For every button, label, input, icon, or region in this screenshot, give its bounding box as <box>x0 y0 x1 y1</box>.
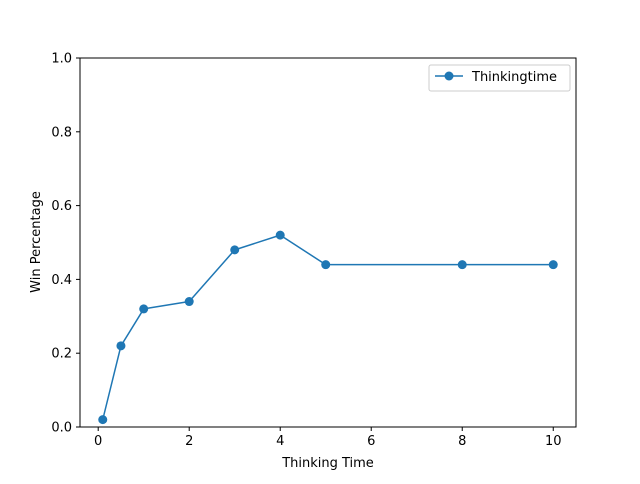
data-point <box>184 297 194 307</box>
y-tick-label: 0.2 <box>51 347 72 362</box>
x-tick-label: 10 <box>545 434 562 449</box>
y-tick-label: 0.0 <box>51 421 72 436</box>
x-tick-label: 0 <box>94 434 102 449</box>
y-tick-label: 0.8 <box>51 125 72 140</box>
x-tick-label: 8 <box>458 434 466 449</box>
data-point <box>457 260 467 270</box>
legend-label: Thinkingtime <box>471 70 557 85</box>
data-point <box>139 304 149 314</box>
data-point <box>98 415 108 425</box>
x-tick-label: 2 <box>185 434 193 449</box>
y-tick-label: 1.0 <box>51 52 72 67</box>
y-axis-label: Win Percentage <box>29 191 44 293</box>
x-axis-label: Thinking Time <box>281 456 374 471</box>
plot-frame <box>79 57 577 428</box>
legend-marker-swatch <box>444 71 454 81</box>
data-point <box>230 245 240 255</box>
data-point <box>548 260 558 270</box>
data-point <box>116 341 126 351</box>
legend: Thinkingtime <box>428 64 571 92</box>
data-point <box>321 260 331 270</box>
x-tick-label: 4 <box>276 434 284 449</box>
y-tick-label: 0.4 <box>51 273 72 288</box>
series-layer <box>98 230 558 425</box>
data-point <box>275 230 285 240</box>
y-tick-label: 0.6 <box>51 199 72 214</box>
legend-box <box>428 64 571 92</box>
axis-ticks: 0 2 4 6 8 10 0.0 0.2 0.4 0.6 0.8 1.0 <box>51 52 561 450</box>
x-tick-label: 6 <box>367 434 375 449</box>
